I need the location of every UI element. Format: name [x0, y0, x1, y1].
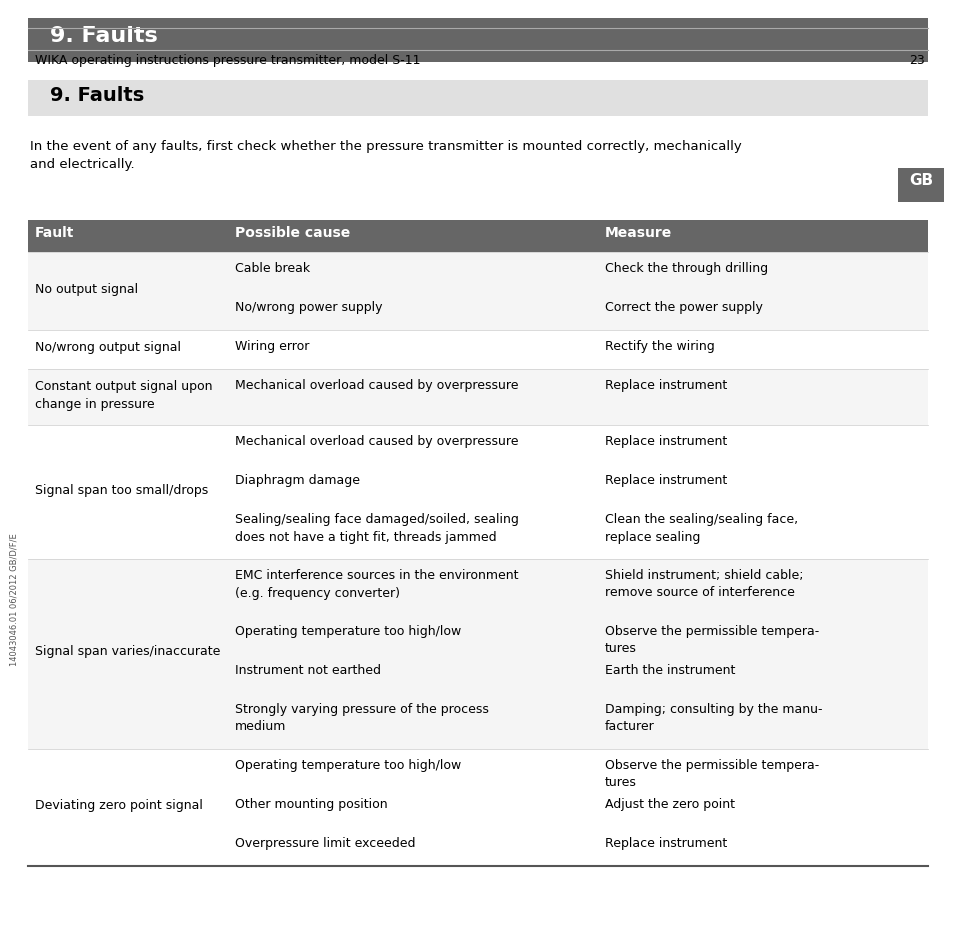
Text: 9. Faults: 9. Faults: [50, 26, 157, 46]
Text: Strongly varying pressure of the process
medium: Strongly varying pressure of the process…: [234, 703, 488, 733]
Text: Instrument not earthed: Instrument not earthed: [234, 664, 380, 677]
Text: Earth the instrument: Earth the instrument: [604, 664, 735, 677]
Text: Mechanical overload caused by overpressure: Mechanical overload caused by overpressu…: [234, 435, 518, 448]
Text: Other mounting position: Other mounting position: [234, 798, 387, 811]
Text: Constant output signal upon
change in pressure: Constant output signal upon change in pr…: [35, 380, 213, 410]
FancyBboxPatch shape: [28, 369, 927, 425]
Text: Replace instrument: Replace instrument: [604, 435, 726, 448]
Text: Possible cause: Possible cause: [234, 226, 350, 240]
Text: Check the through drilling: Check the through drilling: [604, 262, 767, 275]
Text: Overpressure limit exceeded: Overpressure limit exceeded: [234, 837, 416, 850]
Text: Operating temperature too high/low: Operating temperature too high/low: [234, 625, 460, 638]
Text: Measure: Measure: [604, 226, 672, 240]
Text: In the event of any faults, first check whether the pressure transmitter is moun: In the event of any faults, first check …: [30, 140, 741, 170]
Text: EMC interference sources in the environment
(e.g. frequency converter): EMC interference sources in the environm…: [234, 569, 518, 599]
Text: No/wrong output signal: No/wrong output signal: [35, 341, 181, 354]
FancyBboxPatch shape: [28, 559, 927, 749]
Text: Sealing/sealing face damaged/soiled, sealing
does not have a tight fit, threads : Sealing/sealing face damaged/soiled, sea…: [234, 513, 518, 544]
FancyBboxPatch shape: [28, 749, 927, 866]
FancyBboxPatch shape: [28, 425, 927, 559]
Text: Shield instrument; shield cable;
remove source of interference: Shield instrument; shield cable; remove …: [604, 569, 802, 599]
Text: Deviating zero point signal: Deviating zero point signal: [35, 799, 203, 812]
Text: 9. Faults: 9. Faults: [50, 86, 144, 105]
Text: No output signal: No output signal: [35, 282, 138, 295]
FancyBboxPatch shape: [897, 168, 943, 202]
Text: Signal span too small/drops: Signal span too small/drops: [35, 484, 208, 497]
Text: Adjust the zero point: Adjust the zero point: [604, 798, 734, 811]
FancyBboxPatch shape: [28, 18, 927, 62]
Text: GB: GB: [908, 173, 932, 188]
Text: Diaphragm damage: Diaphragm damage: [234, 474, 359, 487]
Text: Replace instrument: Replace instrument: [604, 474, 726, 487]
Text: Replace instrument: Replace instrument: [604, 837, 726, 850]
Text: Correct the power supply: Correct the power supply: [604, 301, 762, 314]
Text: Observe the permissible tempera-
tures: Observe the permissible tempera- tures: [604, 759, 819, 789]
FancyBboxPatch shape: [28, 252, 927, 330]
Text: 23: 23: [908, 54, 924, 67]
Text: Wiring error: Wiring error: [234, 340, 309, 353]
Text: Cable break: Cable break: [234, 262, 310, 275]
Text: Rectify the wiring: Rectify the wiring: [604, 340, 714, 353]
Text: No/wrong power supply: No/wrong power supply: [234, 301, 382, 314]
FancyBboxPatch shape: [28, 80, 927, 116]
Text: WIKA operating instructions pressure transmitter, model S-11: WIKA operating instructions pressure tra…: [35, 54, 420, 67]
Text: 14043046.01 06/2012 GB/D/F/E: 14043046.01 06/2012 GB/D/F/E: [10, 534, 18, 666]
Text: Clean the sealing/sealing face,
replace sealing: Clean the sealing/sealing face, replace …: [604, 513, 798, 544]
Text: Operating temperature too high/low: Operating temperature too high/low: [234, 759, 460, 772]
FancyBboxPatch shape: [28, 220, 927, 252]
Text: Observe the permissible tempera-
tures: Observe the permissible tempera- tures: [604, 625, 819, 656]
Text: Replace instrument: Replace instrument: [604, 379, 726, 392]
Text: Damping; consulting by the manu-
facturer: Damping; consulting by the manu- facture…: [604, 703, 821, 733]
Text: Signal span varies/inaccurate: Signal span varies/inaccurate: [35, 646, 220, 659]
FancyBboxPatch shape: [28, 330, 927, 369]
Text: Fault: Fault: [35, 226, 74, 240]
Text: Mechanical overload caused by overpressure: Mechanical overload caused by overpressu…: [234, 379, 518, 392]
